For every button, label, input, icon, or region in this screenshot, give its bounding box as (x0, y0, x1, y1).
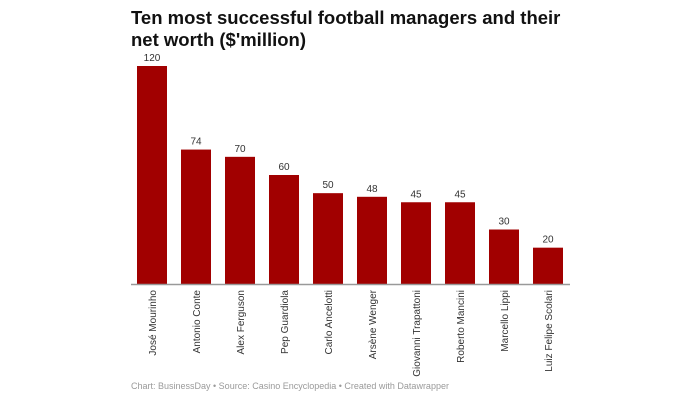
category-label: Luiz Felipe Scolari (544, 290, 555, 372)
bar (225, 156, 255, 284)
bar (137, 66, 167, 284)
category-label: José Mourinho (148, 290, 159, 356)
data-label: 60 (278, 162, 290, 173)
category-label: Antonio Conte (192, 290, 203, 354)
bar (489, 229, 519, 284)
data-label: 70 (234, 144, 246, 155)
bar (181, 149, 211, 284)
chart-footer: Chart: BusinessDay • Source: Casino Ency… (131, 381, 449, 391)
category-label: Marcello Lippi (500, 290, 511, 352)
bar (401, 202, 431, 284)
data-label: 45 (454, 189, 466, 200)
bar (357, 196, 387, 284)
data-label: 45 (410, 189, 422, 200)
category-label: Arsène Wenger (368, 289, 379, 359)
bar (445, 202, 475, 284)
chart-title: Ten most successful football managers an… (131, 7, 561, 50)
data-label: 30 (498, 217, 510, 228)
bar (313, 193, 343, 284)
data-label: 74 (190, 137, 202, 148)
data-label: 20 (542, 235, 554, 246)
data-label: 120 (144, 53, 161, 64)
data-label: 50 (322, 180, 334, 191)
data-label: 48 (366, 184, 378, 195)
category-label: Giovanni Trapattoni (412, 290, 423, 377)
category-label: Roberto Mancini (456, 290, 467, 363)
bar (533, 247, 563, 284)
bar (269, 175, 299, 284)
category-label: Pep Guardiola (280, 290, 291, 354)
category-label: Alex Ferguson (236, 290, 247, 354)
category-label: Carlo Ancelotti (324, 290, 335, 354)
